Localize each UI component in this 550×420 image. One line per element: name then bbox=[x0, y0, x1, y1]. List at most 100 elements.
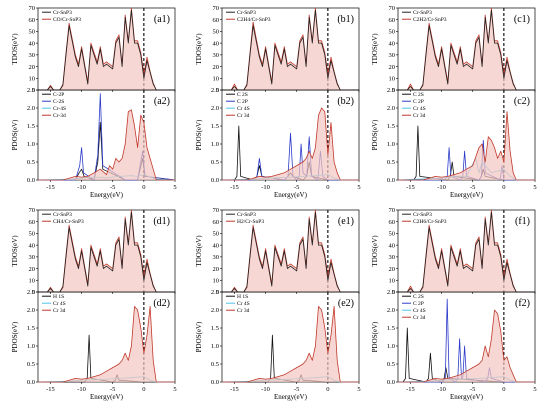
panel-a1-ytick-label: 10 bbox=[29, 75, 36, 82]
panel-f2-series-cr3d-fill bbox=[398, 310, 535, 382]
panel-e1-series-adsorbed-fill bbox=[222, 210, 359, 292]
panel-e2-xtick-label: -5 bbox=[294, 386, 299, 393]
panel-b1-series-pristine bbox=[222, 9, 359, 91]
panel-e2-ytick-label: 0.0 bbox=[211, 379, 219, 386]
panel-c2-ytick-label: 1.0 bbox=[387, 141, 395, 148]
panel-e-xlabel: Energy(eV) bbox=[274, 393, 308, 401]
panel-f1-legend-label: C2H6/Cr-SnP3 bbox=[413, 219, 447, 225]
panel-b-xlabel: Energy(eV) bbox=[274, 191, 308, 199]
panel-e2-ytick-label: 0.5 bbox=[211, 361, 219, 368]
panel-e1-ytick-label: 60 bbox=[213, 219, 220, 226]
panel-b1-ytick-label: 50 bbox=[213, 29, 220, 36]
panel-d2-ytick-label: 0.0 bbox=[27, 379, 35, 386]
panel-c2-legend-label: C 2P bbox=[413, 99, 424, 105]
panel-d1-ylabel: TDOS(eV) bbox=[11, 235, 19, 267]
panel-a2-legend-label: C-2S bbox=[53, 99, 64, 105]
panel-c2-legend-label: Cr 4S bbox=[413, 106, 426, 112]
panel-b1-ylabel: TDOS(eV) bbox=[195, 33, 203, 65]
panel-a2-legend-label: C-2P bbox=[53, 92, 64, 98]
panel-f1-ytick-label: 30 bbox=[389, 254, 396, 261]
panel-e2-series-cr3d-fill bbox=[222, 306, 359, 382]
panel-c2-xtick-label: -15 bbox=[406, 184, 415, 191]
panel-e1-tag: (e1) bbox=[338, 216, 354, 227]
panel-a1-legend-label: Cr-SnP3 bbox=[53, 10, 72, 16]
panel-f1-series-adsorbed-fill bbox=[398, 210, 535, 292]
panel-b2-ytick-label: 2.5 bbox=[211, 87, 219, 94]
panel-a-xlabel: Energy(eV) bbox=[90, 191, 124, 199]
panel-a2-xtick-label: 5 bbox=[173, 184, 176, 191]
panel-a2-xtick-label: -10 bbox=[77, 184, 86, 191]
panel-c2-xtick-label: -10 bbox=[437, 184, 446, 191]
panel-f1-ylabel: TDOS(eV) bbox=[371, 235, 379, 267]
panel-a1-ytick-label: 0 bbox=[32, 87, 35, 94]
panel-f2-ytick-label: 1.0 bbox=[387, 343, 395, 350]
panel-c2-series-cr3d bbox=[398, 111, 535, 181]
panel-b2-legend-label: Cr 3d bbox=[237, 113, 250, 119]
panel-e2-ytick-label: 2.5 bbox=[211, 289, 219, 296]
panel-f2-ytick-label: 2.5 bbox=[387, 289, 395, 296]
panel-c1-ytick-label: 20 bbox=[389, 64, 396, 71]
panel-e2-tag: (e2) bbox=[338, 298, 354, 309]
panel-f2-tag: (f2) bbox=[515, 298, 530, 309]
panel-b2-xtick-label: -5 bbox=[294, 184, 299, 191]
panel-e1-ytick-label: 30 bbox=[213, 254, 220, 261]
panel-f1-ytick-label: 70 bbox=[389, 207, 396, 214]
panel-b2-xtick-label: 5 bbox=[357, 184, 360, 191]
panel-e1-ytick-label: 70 bbox=[213, 207, 220, 214]
panel-a1-ytick-label: 60 bbox=[29, 17, 36, 24]
panel-c2-series-cr3d-fill bbox=[398, 111, 535, 180]
panel-e1-ytick-label: 20 bbox=[213, 266, 220, 273]
panel-e1-ytick-label: 10 bbox=[213, 277, 220, 284]
panel-a2-series-cr-3d bbox=[38, 109, 175, 181]
panel-e2-ylabel: PDOS(eV) bbox=[195, 321, 203, 352]
panel-d1-ytick-label: 50 bbox=[29, 231, 36, 238]
panel-a2-series-cr-3d-fill bbox=[38, 109, 175, 180]
panel-e2-legend-label: Cr 4S bbox=[237, 301, 250, 307]
panel-f2-legend-label: C 2S bbox=[413, 294, 424, 300]
panel-b2-xtick-label: 0 bbox=[326, 184, 329, 191]
panel-a2-ytick-label: 1.5 bbox=[27, 123, 35, 130]
panel-b2-legend-label: C 2P bbox=[237, 99, 248, 105]
panel-e2-xtick-label: -10 bbox=[261, 386, 270, 393]
panel-e2-xtick-label: 0 bbox=[326, 386, 329, 393]
panel-d1-series-adsorbed-fill bbox=[38, 210, 175, 292]
panel-c-xlabel: Energy(eV) bbox=[450, 191, 484, 199]
panel-f-xlabel: Energy(eV) bbox=[450, 393, 484, 401]
panel-a2-ytick-label: 2.0 bbox=[27, 105, 35, 112]
panel-e2-xtick-label: 5 bbox=[357, 386, 360, 393]
panel-a2-tag: (a2) bbox=[154, 96, 170, 107]
panel-f2-ytick-label: 0.0 bbox=[387, 379, 395, 386]
panel-a1-ytick-label: 20 bbox=[29, 64, 36, 71]
panel-a2-xtick-label: -5 bbox=[110, 184, 115, 191]
panel-a2-ytick-label: 0.5 bbox=[27, 159, 35, 166]
panel-f1-ytick-label: 40 bbox=[389, 242, 396, 249]
panel-c1-series-pristine bbox=[398, 9, 535, 91]
panel-d1-tag: (d1) bbox=[153, 216, 170, 227]
panel-f2-ytick-label: 0.5 bbox=[387, 361, 395, 368]
panel-b2-ytick-label: 1.0 bbox=[211, 141, 219, 148]
panel-a2-series-c-2p bbox=[38, 122, 176, 181]
panel-f2-xtick-label: 5 bbox=[533, 386, 536, 393]
panel-d1-legend-label: Cr-SnP3 bbox=[53, 212, 72, 218]
panel-c2-legend-label: Cr 3d bbox=[413, 113, 426, 119]
panel-d-xlabel: Energy(eV) bbox=[90, 393, 124, 401]
panel-c2-ylabel: PDOS(eV) bbox=[371, 119, 379, 150]
panel-f1-ytick-label: 50 bbox=[389, 231, 396, 238]
panel-c1-ytick-label: 40 bbox=[389, 40, 396, 47]
panel-e2-xtick-label: -15 bbox=[230, 386, 239, 393]
panel-f2-ytick-label: 1.5 bbox=[387, 325, 395, 332]
panel-e1-ylabel: TDOS(eV) bbox=[195, 235, 203, 267]
panel-b1-ytick-label: 0 bbox=[216, 87, 219, 94]
panel-c2-ytick-label: 2.5 bbox=[387, 87, 395, 94]
panel-c1-ytick-label: 50 bbox=[389, 29, 396, 36]
panel-e1-ytick-label: 40 bbox=[213, 242, 220, 249]
panel-a2-xtick-label: -15 bbox=[46, 184, 55, 191]
panel-c2-ytick-label: 0.5 bbox=[387, 159, 395, 166]
panel-a1-ylabel: TDOS(eV) bbox=[11, 33, 19, 65]
panel-c1-ytick-label: 70 bbox=[389, 5, 396, 12]
panel-b1-ytick-label: 40 bbox=[213, 40, 220, 47]
panel-a1-ytick-label: 30 bbox=[29, 52, 36, 59]
panel-e1-legend-label: H2/Cr-SnP3 bbox=[237, 219, 264, 225]
panel-d2-tag: (d2) bbox=[153, 298, 170, 309]
panel-d1-ytick-label: 60 bbox=[29, 219, 36, 226]
